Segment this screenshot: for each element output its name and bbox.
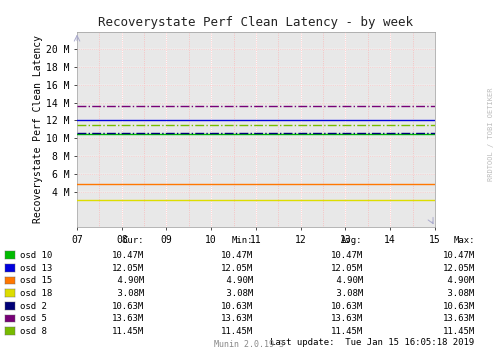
Text: osd 18: osd 18 xyxy=(20,289,52,298)
Text: Max:: Max: xyxy=(453,236,475,245)
Text: 3.08M: 3.08M xyxy=(331,289,363,298)
Text: Munin 2.0.19-3: Munin 2.0.19-3 xyxy=(214,340,283,349)
Text: Cur:: Cur: xyxy=(123,236,144,245)
Text: osd 10: osd 10 xyxy=(20,251,52,260)
Text: 4.90M: 4.90M xyxy=(442,276,475,285)
Text: osd 2: osd 2 xyxy=(20,302,47,311)
Text: 10.47M: 10.47M xyxy=(221,251,253,260)
Text: 13.63M: 13.63M xyxy=(331,314,363,323)
Text: 4.90M: 4.90M xyxy=(112,276,144,285)
Text: 10.47M: 10.47M xyxy=(331,251,363,260)
Title: Recoverystate Perf Clean Latency - by week: Recoverystate Perf Clean Latency - by we… xyxy=(98,16,414,29)
Text: Last update:  Tue Jan 15 16:05:18 2019: Last update: Tue Jan 15 16:05:18 2019 xyxy=(270,338,475,347)
Text: 10.63M: 10.63M xyxy=(112,302,144,311)
Text: 12.05M: 12.05M xyxy=(112,264,144,273)
Text: 12.05M: 12.05M xyxy=(442,264,475,273)
Text: osd 8: osd 8 xyxy=(20,327,47,336)
Y-axis label: Recoverystate Perf Clean Latency: Recoverystate Perf Clean Latency xyxy=(33,35,43,224)
Text: 11.45M: 11.45M xyxy=(112,327,144,336)
Text: RRDTOOL / TOBI OETIKER: RRDTOOL / TOBI OETIKER xyxy=(488,87,494,181)
Text: 13.63M: 13.63M xyxy=(112,314,144,323)
Text: 11.45M: 11.45M xyxy=(221,327,253,336)
Text: 10.63M: 10.63M xyxy=(221,302,253,311)
Text: 10.63M: 10.63M xyxy=(442,302,475,311)
Text: 3.08M: 3.08M xyxy=(221,289,253,298)
Text: osd 15: osd 15 xyxy=(20,276,52,285)
Text: 10.47M: 10.47M xyxy=(442,251,475,260)
Text: 10.63M: 10.63M xyxy=(331,302,363,311)
Text: osd 5: osd 5 xyxy=(20,314,47,323)
Text: 11.45M: 11.45M xyxy=(331,327,363,336)
Text: 11.45M: 11.45M xyxy=(442,327,475,336)
Text: 10.47M: 10.47M xyxy=(112,251,144,260)
Text: 4.90M: 4.90M xyxy=(221,276,253,285)
Text: 13.63M: 13.63M xyxy=(221,314,253,323)
Text: 3.08M: 3.08M xyxy=(112,289,144,298)
Text: osd 13: osd 13 xyxy=(20,264,52,273)
Text: 12.05M: 12.05M xyxy=(221,264,253,273)
Text: 12.05M: 12.05M xyxy=(331,264,363,273)
Text: 3.08M: 3.08M xyxy=(442,289,475,298)
Text: 4.90M: 4.90M xyxy=(331,276,363,285)
Text: Avg:: Avg: xyxy=(341,236,363,245)
Text: Min:: Min: xyxy=(232,236,253,245)
Text: 13.63M: 13.63M xyxy=(442,314,475,323)
